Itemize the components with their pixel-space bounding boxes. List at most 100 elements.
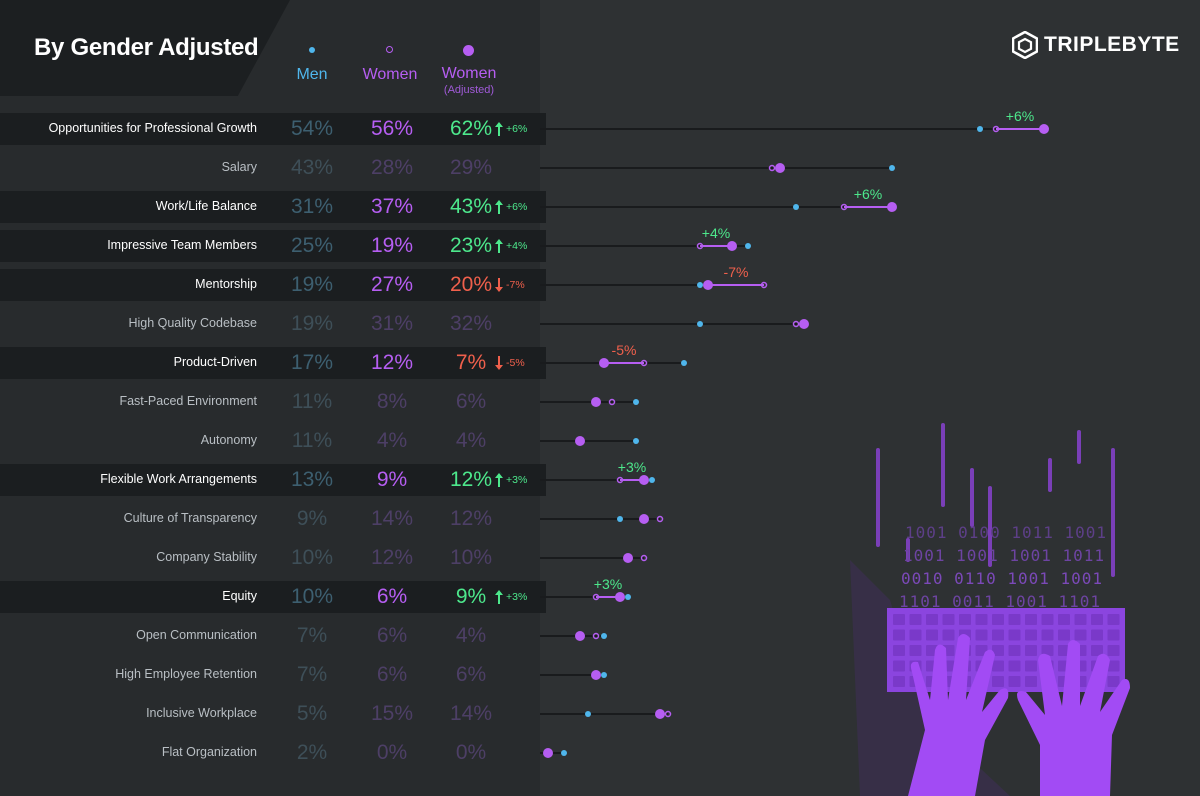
adjusted-dot (615, 592, 625, 602)
adjusted-value: 9% (455, 585, 487, 608)
men-value: 11% (291, 390, 333, 413)
men-dot (585, 711, 591, 717)
keyboard-key (992, 660, 1004, 672)
women-value: 31% (370, 312, 414, 335)
change-text: +3% (506, 591, 528, 603)
keyboard-key (1107, 614, 1120, 625)
women-value: 6% (376, 663, 408, 686)
row-label: Open Communication (136, 628, 257, 642)
keyboard-key (893, 676, 905, 687)
change-label: -5% (612, 342, 637, 358)
keyboard-key (975, 629, 988, 641)
women-value: 37% (370, 195, 414, 218)
change-indicator: +3% (495, 473, 527, 487)
women-value: 12% (370, 546, 414, 569)
men-dot (793, 204, 799, 210)
change-text: -5% (506, 357, 525, 369)
men-dot (697, 282, 703, 288)
arrow-down-icon (495, 278, 503, 292)
men-dot (681, 360, 687, 366)
logo-text: TRIPLEBYTE (1044, 33, 1180, 56)
keyboard-key (1025, 645, 1037, 656)
keyboard-key (1008, 660, 1021, 672)
men-dot (889, 165, 895, 171)
women-value: 12% (370, 351, 414, 374)
change-indicator: +6% (495, 200, 527, 214)
adjusted-dot (799, 319, 809, 329)
adjusted-value: 62% (449, 117, 493, 140)
change-label: +6% (1006, 108, 1034, 124)
arrow-up-icon (495, 239, 503, 253)
keyboard-key (1058, 614, 1070, 625)
adjusted-value: 6% (455, 663, 487, 686)
adjusted-value: 14% (449, 702, 493, 725)
keyboard-key (1041, 645, 1054, 656)
legend-adjusted-label: Women (441, 65, 497, 82)
row-label: High Quality Codebase (128, 316, 257, 330)
adjusted-value: 6% (455, 390, 487, 413)
cube-icon (1012, 31, 1038, 59)
adjusted-value: 0% (455, 741, 487, 764)
keyboard-key (992, 614, 1004, 625)
adjusted-value: 10% (449, 546, 493, 569)
men-value: 7% (296, 624, 328, 647)
keyboard-key (1025, 660, 1037, 672)
keyboard-key (893, 614, 905, 625)
women-dot (616, 476, 624, 484)
women-value: 6% (376, 585, 408, 608)
women-dot (656, 515, 664, 523)
keyboard-key (992, 676, 1004, 687)
women-dot (840, 203, 848, 211)
keyboard-key (1008, 629, 1021, 641)
women-value: 8% (376, 390, 408, 413)
men-value: 2% (296, 741, 328, 764)
adjusted-dot (591, 670, 601, 680)
women-value: 27% (370, 273, 414, 296)
keyboard-key (1074, 629, 1087, 641)
men-dot (601, 672, 607, 678)
keyboard-key (1025, 629, 1037, 641)
keyboard-key (992, 645, 1004, 656)
keyboard-key (1025, 614, 1037, 625)
men-value: 43% (290, 156, 334, 179)
women-value: 19% (370, 234, 414, 257)
adjusted-value: 20% (449, 273, 493, 296)
adjusted-dot (599, 358, 609, 368)
women-dot (592, 593, 600, 601)
change-label: +3% (618, 459, 646, 475)
row-label: Product-Driven (173, 355, 257, 369)
legend-women-adjusted: Women (Adjusted) (434, 66, 504, 98)
adjusted-dot (703, 280, 713, 290)
adjusted-value: 32% (449, 312, 493, 335)
keyboard-key (1091, 614, 1103, 625)
men-dot (625, 594, 631, 600)
change-label: -7% (724, 264, 749, 280)
keyboard-key (909, 614, 922, 625)
keyboard-key (909, 645, 922, 656)
keyboard-key (893, 629, 905, 641)
row-label: High Employee Retention (115, 667, 257, 681)
keyboard-key (1008, 614, 1021, 625)
keyboard-key (1058, 645, 1070, 656)
keyboard-key (1058, 629, 1070, 641)
change-indicator: +3% (495, 590, 527, 604)
men-value: 54% (290, 117, 334, 140)
row-label: Flat Organization (161, 745, 257, 759)
keyboard-key (1074, 614, 1087, 625)
women-value: 28% (370, 156, 414, 179)
keyboard-key (893, 645, 905, 656)
keyboard-key (975, 645, 988, 656)
change-indicator: +4% (495, 239, 527, 253)
keyboard-key (1041, 614, 1054, 625)
adjusted-value: 12% (449, 507, 493, 530)
legend-men: Men (296, 66, 328, 83)
adjusted-value: 43% (449, 195, 493, 218)
legend-men-dot (309, 47, 315, 53)
adjusted-dot (1039, 124, 1049, 134)
row-label: Fast-Paced Environment (119, 394, 257, 408)
women-dot (768, 164, 776, 172)
left-hand (908, 634, 1009, 796)
adjusted-value: 29% (449, 156, 493, 179)
arrow-up-icon (495, 122, 503, 136)
